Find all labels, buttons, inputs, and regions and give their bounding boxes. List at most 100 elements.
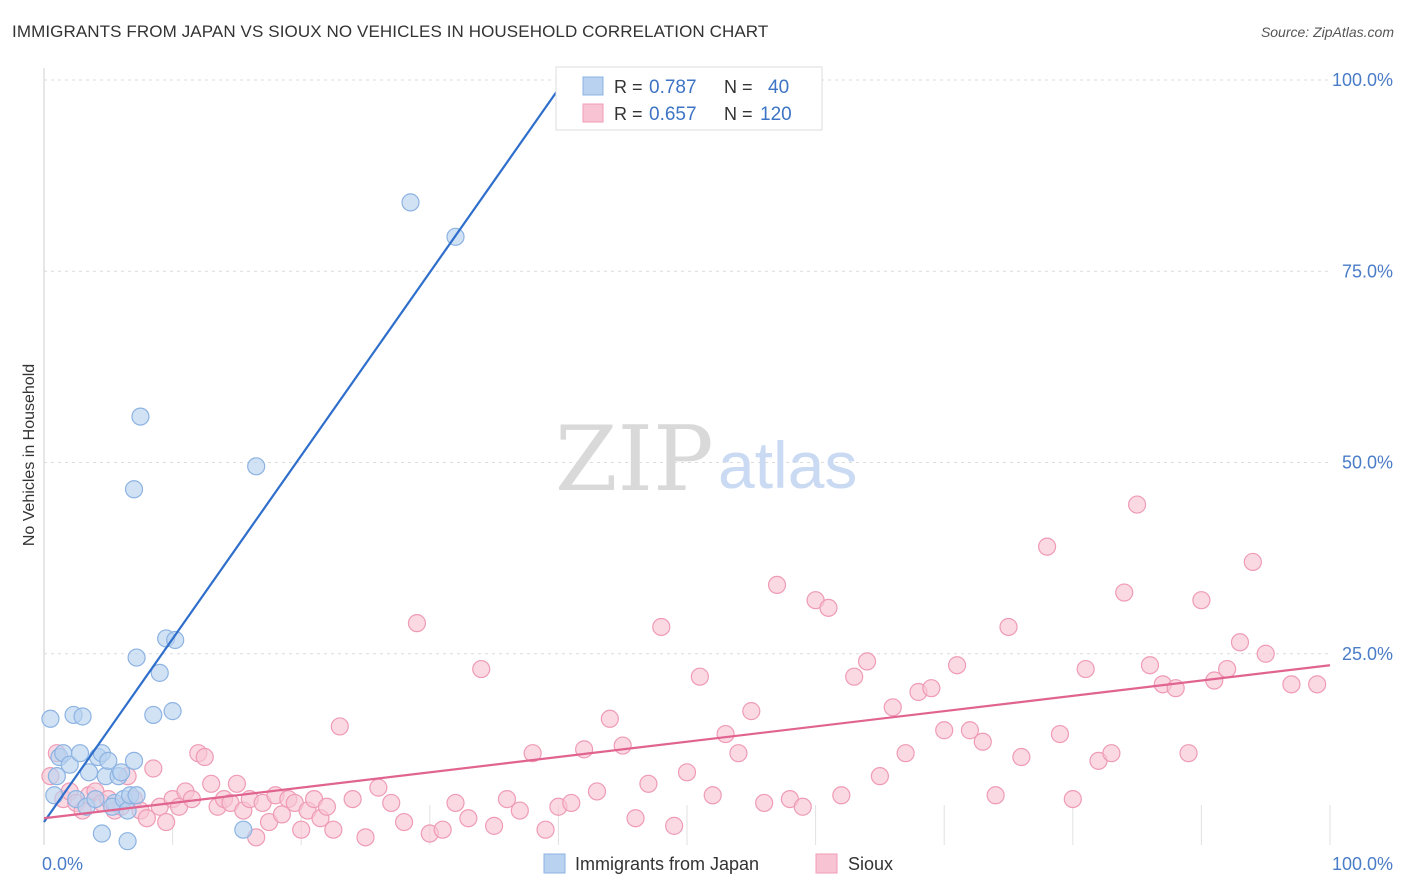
sioux-point-54: [446, 793, 465, 813]
sioux-point-95: [973, 732, 992, 751]
japan-point-27: [124, 751, 144, 770]
sioux-point-48: [369, 778, 388, 797]
y-tick-label-1: 75.0%: [1342, 261, 1393, 281]
sioux-point-83: [819, 598, 838, 617]
sioux-point-67: [613, 736, 632, 755]
sioux-point-53: [433, 820, 452, 839]
sioux-point-68: [626, 809, 645, 828]
sioux-point-85: [845, 667, 864, 686]
y-tick-label-3: 25.0%: [1342, 644, 1393, 664]
stats-n-value-sioux: 120: [760, 104, 792, 125]
japan-points: [41, 193, 465, 851]
stats-box: R = 0.787 N = 40 R = 0.657 N = 120: [555, 66, 823, 131]
sioux-point-107: [1140, 656, 1160, 675]
japan-point-20: [112, 763, 131, 782]
sioux-point-61: [536, 820, 555, 839]
stats-r-label-japan: R =: [614, 77, 643, 97]
sioux-point-59: [510, 801, 529, 820]
sioux-point-102: [1076, 659, 1095, 679]
x-tick-labels: 0.0% 100.0%: [42, 854, 1393, 874]
sioux-point-73: [690, 667, 709, 686]
sioux-point-25: [202, 774, 221, 793]
sioux-point-63: [562, 793, 581, 813]
sioux-point-92: [935, 721, 954, 740]
sioux-point-78: [755, 793, 774, 813]
x-tick-label-0: 0.0%: [42, 854, 83, 874]
sioux-point-74: [703, 786, 722, 805]
stats-n-value-japan: 40: [768, 77, 789, 98]
y-tick-label-2: 50.0%: [1342, 453, 1393, 473]
sioux-point-18: [157, 812, 176, 832]
stats-r-label-sioux: R =: [614, 104, 643, 124]
japan-point-4: [60, 755, 79, 774]
sioux-point-86: [857, 652, 877, 671]
sioux-point-98: [1012, 747, 1031, 767]
sioux-point-71: [665, 816, 684, 835]
sioux-point-99: [1037, 537, 1057, 556]
stats-r-value-japan: 0.787: [649, 77, 697, 98]
sioux-point-79: [767, 575, 787, 595]
japan-point-39: [45, 786, 64, 805]
sioux-point-77: [742, 702, 761, 721]
sioux-point-118: [1308, 675, 1327, 694]
sioux-point-39: [292, 820, 311, 839]
japan-point-25: [124, 480, 144, 499]
sioux-point-58: [497, 789, 517, 809]
legend: Immigrants from Japan Sioux: [543, 853, 893, 874]
sioux-point-75: [716, 724, 735, 744]
stats-swatch-sioux: [582, 103, 604, 123]
sioux-point-45: [330, 717, 349, 736]
sioux-trend-line: [43, 664, 1331, 820]
japan-point-30: [144, 705, 163, 725]
japan-point-8: [73, 707, 92, 726]
sioux-point-47: [356, 828, 375, 847]
japan-point-16: [99, 751, 118, 770]
watermark: ZIP atlas: [555, 407, 857, 512]
stats-swatch-japan: [582, 76, 604, 96]
sioux-point-57: [485, 816, 504, 835]
sioux-point-43: [317, 797, 337, 816]
sioux-point-88: [883, 698, 902, 717]
legend-label-sioux[interactable]: Sioux: [848, 854, 893, 874]
sioux-point-70: [652, 617, 671, 637]
source-label: Source: ZipAtlas.com: [1260, 24, 1394, 40]
chart-title: IMMIGRANTS FROM JAPAN VS SIOUX NO VEHICL…: [12, 22, 769, 41]
japan-point-33: [163, 702, 182, 721]
sioux-point-110: [1179, 744, 1198, 763]
sioux-point-16: [144, 759, 163, 778]
legend-label-japan[interactable]: Immigrants from Japan: [575, 854, 759, 874]
sioux-point-60: [523, 744, 542, 763]
sioux-point-44: [324, 820, 343, 839]
japan-point-31: [150, 663, 169, 682]
sioux-point-66: [600, 709, 619, 728]
legend-swatch-japan[interactable]: [543, 853, 566, 874]
japan-point-26: [127, 648, 146, 667]
sioux-point-36: [272, 805, 292, 824]
sioux-point-49: [382, 793, 401, 813]
y-tick-label-0: 100.0%: [1332, 70, 1393, 90]
sioux-point-76: [729, 744, 748, 763]
sioux-point-15: [137, 809, 156, 828]
legend-swatch-sioux[interactable]: [815, 853, 838, 874]
sioux-point-105: [1115, 583, 1134, 602]
sioux-point-50: [394, 812, 414, 832]
watermark-zip: ZIP: [555, 407, 714, 512]
japan-trend-line: [43, 79, 566, 823]
sioux-point-97: [999, 617, 1018, 637]
sioux-point-84: [832, 786, 851, 805]
sioux-point-96: [986, 786, 1005, 805]
sioux-point-91: [922, 679, 941, 698]
y-tick-labels: 100.0% 75.0% 50.0% 25.0%: [1332, 70, 1393, 664]
japan-point-34: [166, 630, 185, 650]
sioux-point-51: [407, 614, 427, 633]
sioux-point-94: [960, 721, 980, 740]
stats-n-label-japan: N =: [724, 77, 753, 97]
sioux-point-111: [1192, 591, 1211, 610]
sioux-point-81: [793, 797, 812, 816]
sioux-point-100: [1050, 724, 1070, 744]
sioux-point-117: [1282, 675, 1301, 694]
japan-point-23: [118, 801, 137, 820]
japan-point-29: [131, 407, 150, 426]
x-tick-label-1: 100.0%: [1332, 854, 1393, 874]
